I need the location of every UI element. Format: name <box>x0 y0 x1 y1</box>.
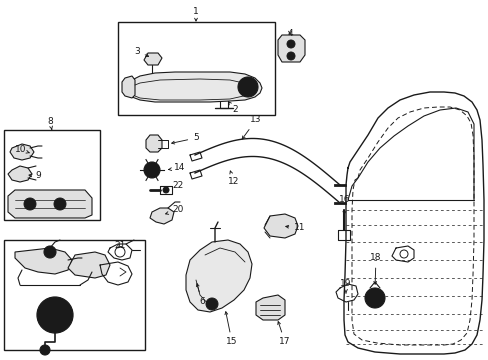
Text: 22: 22 <box>165 181 183 190</box>
Text: 10: 10 <box>15 145 30 154</box>
Circle shape <box>286 40 294 48</box>
Polygon shape <box>146 135 162 152</box>
Text: 13: 13 <box>242 116 261 139</box>
Polygon shape <box>264 214 297 238</box>
Polygon shape <box>15 248 72 274</box>
Circle shape <box>45 305 65 325</box>
Circle shape <box>370 294 378 302</box>
Polygon shape <box>150 208 174 224</box>
Polygon shape <box>8 166 32 182</box>
Text: 20: 20 <box>165 206 183 215</box>
Circle shape <box>205 298 218 310</box>
Polygon shape <box>256 295 285 320</box>
Bar <box>4 240 145 350</box>
Bar <box>4 130 100 220</box>
Circle shape <box>37 297 73 333</box>
Polygon shape <box>8 190 92 218</box>
Circle shape <box>286 52 294 60</box>
Circle shape <box>238 77 258 97</box>
Text: 7: 7 <box>39 310 53 330</box>
Polygon shape <box>343 92 483 354</box>
Text: 11: 11 <box>285 224 305 233</box>
Circle shape <box>47 249 53 255</box>
Text: 9: 9 <box>29 171 41 180</box>
Circle shape <box>243 82 252 92</box>
Circle shape <box>44 246 56 258</box>
Polygon shape <box>10 144 34 160</box>
Polygon shape <box>143 53 162 65</box>
Text: 17: 17 <box>277 321 290 346</box>
Polygon shape <box>125 72 262 102</box>
Polygon shape <box>68 252 110 278</box>
Text: 2: 2 <box>228 102 237 114</box>
Text: 12: 12 <box>228 171 239 186</box>
Polygon shape <box>185 240 251 312</box>
Text: 4: 4 <box>286 28 292 37</box>
Circle shape <box>143 162 160 178</box>
Bar <box>118 22 274 115</box>
Text: 5: 5 <box>171 134 199 144</box>
Circle shape <box>24 198 36 210</box>
Text: 15: 15 <box>224 312 237 346</box>
Text: 21: 21 <box>114 242 125 251</box>
Text: 8: 8 <box>47 117 53 129</box>
Text: 6: 6 <box>196 284 204 306</box>
Text: 18: 18 <box>369 253 381 284</box>
Polygon shape <box>122 76 135 98</box>
Text: 3: 3 <box>134 46 148 57</box>
Text: 1: 1 <box>193 8 199 21</box>
Polygon shape <box>278 35 305 62</box>
Circle shape <box>54 198 66 210</box>
Text: 19: 19 <box>340 279 351 293</box>
Circle shape <box>364 288 384 308</box>
Circle shape <box>163 187 169 193</box>
Circle shape <box>40 345 50 355</box>
Text: 14: 14 <box>168 163 185 172</box>
Text: 16: 16 <box>339 195 350 214</box>
Circle shape <box>148 166 156 174</box>
